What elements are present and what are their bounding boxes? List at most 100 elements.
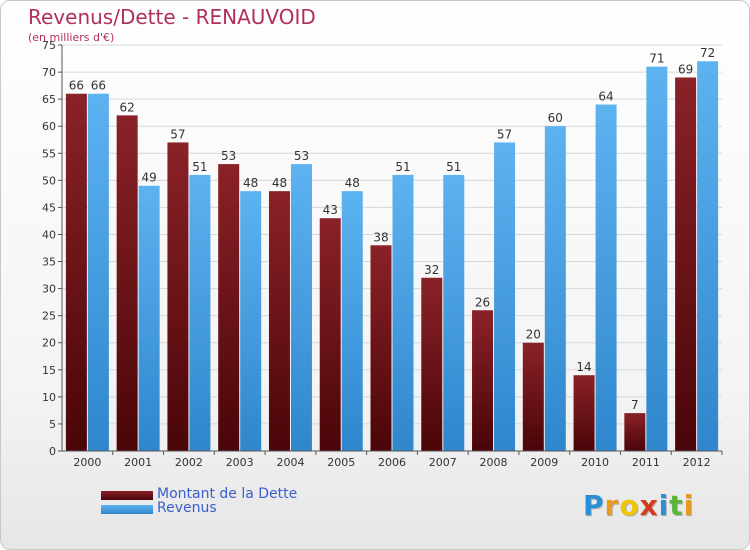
data-label: 60 <box>548 111 563 125</box>
bar-revenus <box>392 174 414 452</box>
logo-letter: r <box>604 489 620 522</box>
logo-letter: P <box>583 489 605 522</box>
y-tick-label: 20 <box>42 337 56 350</box>
y-tick-label: 10 <box>42 391 56 404</box>
bar-revenus <box>341 191 363 451</box>
x-tick-label: 2010 <box>581 456 609 469</box>
data-label: 62 <box>120 100 135 114</box>
data-label: 20 <box>526 328 541 342</box>
data-label: 49 <box>142 171 157 185</box>
bar-revenus <box>290 164 312 452</box>
y-tick-label: 35 <box>42 256 56 269</box>
x-tick-label: 2009 <box>530 456 558 469</box>
data-label: 26 <box>475 295 490 309</box>
bar-revenus <box>138 185 160 451</box>
x-tick-label: 2005 <box>327 456 355 469</box>
legend-swatch-revenus <box>101 505 153 514</box>
x-tick-label: 2004 <box>276 456 304 469</box>
y-tick-label: 75 <box>42 39 56 52</box>
bar-debt <box>573 375 595 451</box>
bar-debt <box>522 342 544 451</box>
x-tick-label: 2000 <box>73 456 101 469</box>
y-tick-label: 30 <box>42 283 56 296</box>
data-label: 53 <box>221 149 236 163</box>
logo-letter: i <box>658 489 670 522</box>
x-tick-label: 2011 <box>632 456 660 469</box>
bar-revenus <box>697 61 719 452</box>
bar-debt <box>65 93 87 451</box>
x-tick-label: 2006 <box>378 456 406 469</box>
bar-debt <box>370 245 392 451</box>
y-tick-label: 65 <box>42 93 56 106</box>
data-label: 57 <box>497 127 512 141</box>
bar-debt <box>167 142 189 451</box>
x-tick-label: 2007 <box>429 456 457 469</box>
y-tick-label: 55 <box>42 147 56 160</box>
axis-layer: 0 5 10 15 20 25 30 35 40 45 50 55 60 65 70 75 2000 2001 20… <box>42 39 723 469</box>
y-tick-label: 50 <box>42 174 56 187</box>
chart-subtitle: (en milliers d'€) <box>28 31 115 44</box>
y-tick-label: 70 <box>42 66 56 79</box>
data-label: 51 <box>446 160 461 174</box>
bar-revenus <box>544 126 566 451</box>
data-label: 7 <box>631 398 639 412</box>
bar-debt <box>675 77 697 451</box>
bar-revenus <box>87 93 109 451</box>
bar-debt <box>624 413 646 451</box>
data-label: 32 <box>424 263 439 277</box>
x-tick-label: 2008 <box>480 456 508 469</box>
data-label: 48 <box>243 176 258 190</box>
bar-debt <box>218 164 240 452</box>
x-tick-label: 2002 <box>175 456 203 469</box>
data-label: 53 <box>294 149 309 163</box>
data-label: 51 <box>395 160 410 174</box>
data-label: 57 <box>170 127 185 141</box>
data-label: 38 <box>373 230 388 244</box>
bar-revenus <box>443 174 465 452</box>
logo-letter: t <box>669 489 684 522</box>
grid-layer <box>62 44 722 452</box>
legend-label-revenus: Revenus <box>157 500 217 516</box>
data-label: 69 <box>678 62 693 76</box>
chart-title: Revenus/Dette - RENAUVOID <box>28 5 316 29</box>
y-tick-label: 15 <box>42 364 56 377</box>
x-tick-label: 2003 <box>226 456 254 469</box>
bar-revenus <box>595 104 617 452</box>
x-tick-label: 2001 <box>124 456 152 469</box>
data-label: 66 <box>91 79 106 93</box>
y-tick-label: 40 <box>42 228 56 241</box>
legend-swatch-debt <box>101 491 153 500</box>
data-label: 14 <box>576 360 591 374</box>
bars-layer <box>65 61 719 452</box>
logo-letter: i <box>683 489 695 522</box>
logo-letter: x <box>639 489 659 522</box>
bar-debt <box>116 115 138 451</box>
data-label: 72 <box>700 46 715 60</box>
y-tick-label: 45 <box>42 201 56 214</box>
y-tick-label: 60 <box>42 120 56 133</box>
bar-debt <box>319 218 341 451</box>
y-tick-label: 5 <box>49 418 56 431</box>
data-label: 43 <box>323 203 338 217</box>
data-label: 48 <box>272 176 287 190</box>
bar-revenus <box>494 142 516 451</box>
logo-letter: o <box>619 489 640 522</box>
y-tick-label: 25 <box>42 310 56 323</box>
bar-revenus <box>240 191 262 451</box>
bar-revenus <box>646 66 668 452</box>
y-tick-label: 0 <box>49 445 56 458</box>
bar-debt <box>421 277 443 451</box>
data-label: 64 <box>598 90 613 104</box>
data-label: 51 <box>192 160 207 174</box>
bar-debt <box>268 191 290 451</box>
bar-debt <box>472 310 494 451</box>
data-label: 66 <box>69 79 84 93</box>
legend-label-debt: Montant de la Dette <box>157 486 298 502</box>
labels-layer: 66 66 62 49 57 51 53 48 48 53 43 48 38 51 32 51 26 57 20 60… <box>69 46 716 412</box>
bar-revenus <box>189 174 211 452</box>
data-label: 48 <box>345 176 360 190</box>
proxiti-logo: Proxiti <box>583 489 694 522</box>
data-label: 71 <box>649 52 664 66</box>
